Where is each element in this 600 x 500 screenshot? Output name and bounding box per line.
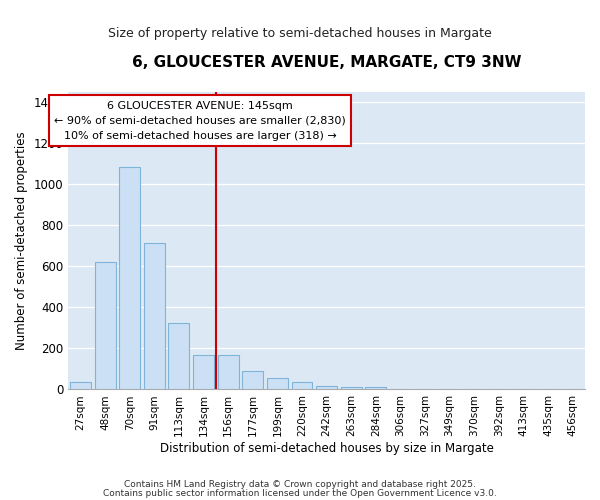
Bar: [292, 382, 313, 390]
Bar: [341, 388, 362, 390]
Bar: [365, 388, 386, 390]
Text: 6 GLOUCESTER AVENUE: 145sqm
← 90% of semi-detached houses are smaller (2,830)
10: 6 GLOUCESTER AVENUE: 145sqm ← 90% of sem…: [54, 101, 346, 140]
Bar: [119, 167, 140, 390]
Bar: [242, 371, 263, 390]
Bar: [316, 386, 337, 390]
Title: 6, GLOUCESTER AVENUE, MARGATE, CT9 3NW: 6, GLOUCESTER AVENUE, MARGATE, CT9 3NW: [132, 55, 521, 70]
Bar: [169, 323, 190, 390]
Bar: [95, 262, 116, 390]
Bar: [267, 378, 288, 390]
Bar: [70, 382, 91, 390]
Bar: [193, 354, 214, 390]
Bar: [144, 243, 165, 390]
Text: Contains HM Land Registry data © Crown copyright and database right 2025.: Contains HM Land Registry data © Crown c…: [124, 480, 476, 489]
Text: Size of property relative to semi-detached houses in Margate: Size of property relative to semi-detach…: [108, 28, 492, 40]
X-axis label: Distribution of semi-detached houses by size in Margate: Distribution of semi-detached houses by …: [160, 442, 494, 455]
Y-axis label: Number of semi-detached properties: Number of semi-detached properties: [15, 132, 28, 350]
Bar: [218, 354, 239, 390]
Text: Contains public sector information licensed under the Open Government Licence v3: Contains public sector information licen…: [103, 488, 497, 498]
